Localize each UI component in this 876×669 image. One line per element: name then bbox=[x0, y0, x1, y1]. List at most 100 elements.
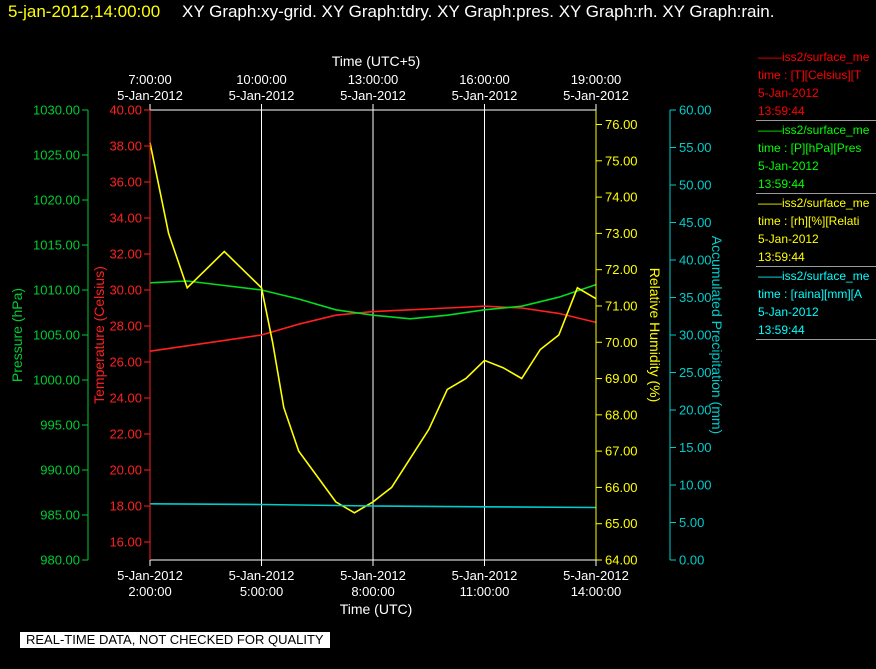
y-tick-label-rain: 20.00 bbox=[679, 403, 712, 418]
y-tick-label-pres: 980.00 bbox=[40, 553, 80, 568]
x-tick-label-time-top: 16:00:00 bbox=[459, 72, 510, 87]
legend-time: 13:59:44 bbox=[758, 250, 805, 264]
y-tick-label-temp: 18.00 bbox=[109, 499, 142, 514]
x-tick-label-date-top: 5-Jan-2012 bbox=[452, 88, 518, 103]
plot-area bbox=[149, 109, 597, 561]
y-tick-label-rh: 67.00 bbox=[605, 444, 638, 459]
legend-source: ——iss2/surface_me bbox=[758, 123, 870, 137]
legend-date: 5-Jan-2012 bbox=[758, 159, 819, 173]
y-tick-label-pres: 995.00 bbox=[40, 418, 80, 433]
legend-swatch: —— bbox=[758, 50, 782, 64]
x-tick-label-date-top: 5-Jan-2012 bbox=[117, 88, 183, 103]
x-tick-label-time-top: 19:00:00 bbox=[571, 72, 622, 87]
x-tick-label-date: 5-Jan-2012 bbox=[452, 568, 518, 583]
y-tick-label-rain: 15.00 bbox=[679, 440, 712, 455]
legend-variable: time : [T][Celsius][T bbox=[758, 68, 862, 82]
timestamp: 5-jan-2012,14:00:00 bbox=[8, 2, 161, 21]
y-tick-label-rain: 5.00 bbox=[679, 515, 704, 530]
y-tick-label-rain: 35.00 bbox=[679, 290, 712, 305]
x-tick-label-date: 5-Jan-2012 bbox=[117, 568, 183, 583]
legend-source: ——iss2/surface_me bbox=[758, 196, 870, 210]
x-tick-label-date-top: 5-Jan-2012 bbox=[563, 88, 629, 103]
y-tick-label-temp: 30.00 bbox=[109, 283, 142, 298]
x-tick-label-time-top: 10:00:00 bbox=[236, 72, 287, 87]
y-tick-label-rain: 60.00 bbox=[679, 103, 712, 118]
y-tick-label-temp: 28.00 bbox=[109, 319, 142, 334]
legend-time: 13:59:44 bbox=[758, 177, 805, 191]
y-axis-label-pres: Pressure (hPa) bbox=[9, 288, 25, 382]
x-axis-label-bottom: Time (UTC) bbox=[340, 601, 413, 617]
y-tick-label-rh: 69.00 bbox=[605, 371, 638, 386]
y-tick-label-rh: 70.00 bbox=[605, 335, 638, 350]
legend-entry-humidity: ——iss2/surface_me time : [rh][%][Relati … bbox=[756, 194, 876, 267]
legend-date: 5-Jan-2012 bbox=[758, 232, 819, 246]
y-tick-label-temp: 20.00 bbox=[109, 463, 142, 478]
y-tick-label-temp: 40.00 bbox=[109, 103, 142, 118]
x-tick-label-time: 2:00:00 bbox=[128, 584, 171, 599]
y-tick-label-pres: 1000.00 bbox=[33, 373, 80, 388]
legend-variable: time : [P][hPa][Pres bbox=[758, 141, 862, 155]
series-line-pres bbox=[149, 280, 597, 320]
y-tick-label-rain: 0.00 bbox=[679, 553, 704, 568]
y-tick-label-rain: 10.00 bbox=[679, 478, 712, 493]
series-layer bbox=[149, 142, 597, 514]
xy-graph: 5-Jan-20122:00:005-Jan-20125:00:005-Jan-… bbox=[9, 53, 725, 617]
y-axis-label-rain: Accumulated Precipitation (mm) bbox=[709, 236, 725, 434]
y-tick-label-rain: 50.00 bbox=[679, 178, 712, 193]
y-axis-label-rh: Relative Humidity (%) bbox=[647, 268, 663, 403]
series-line-rain bbox=[149, 503, 597, 509]
x-tick-label-time: 5:00:00 bbox=[240, 584, 283, 599]
y-tick-label-temp: 34.00 bbox=[109, 211, 142, 226]
x-tick-label-time-top: 7:00:00 bbox=[128, 72, 171, 87]
legend-time: 13:59:44 bbox=[758, 323, 805, 337]
legend-swatch: —— bbox=[758, 123, 782, 137]
y-tick-label-rh: 71.00 bbox=[605, 298, 638, 313]
legend-swatch: —— bbox=[758, 196, 782, 210]
y-tick-label-pres: 1015.00 bbox=[33, 238, 80, 253]
y-tick-label-rh: 68.00 bbox=[605, 407, 638, 422]
legend-variable: time : [rh][%][Relati bbox=[758, 214, 860, 228]
series-line-rh bbox=[149, 142, 597, 514]
header-bar: 5-jan-2012,14:00:00 XY Graph:xy-grid. XY… bbox=[0, 0, 876, 24]
legend-time: 13:59:44 bbox=[758, 104, 805, 118]
y-tick-label-temp: 22.00 bbox=[109, 427, 142, 442]
legend-variable: time : [raina][mm][A bbox=[758, 287, 863, 301]
y-tick-label-temp: 38.00 bbox=[109, 139, 142, 154]
y-tick-label-rain: 45.00 bbox=[679, 215, 712, 230]
y-tick-label-pres: 1005.00 bbox=[33, 328, 80, 343]
y-tick-label-temp: 26.00 bbox=[109, 355, 142, 370]
y-tick-label-rh: 64.00 bbox=[605, 553, 638, 568]
axes-layer: 5-Jan-20122:00:005-Jan-20125:00:005-Jan-… bbox=[9, 72, 725, 599]
y-tick-label-rh: 65.00 bbox=[605, 516, 638, 531]
y-axis-label-temp: Temperature (Celsius) bbox=[91, 266, 107, 404]
x-tick-label-date: 5-Jan-2012 bbox=[563, 568, 629, 583]
y-tick-label-rain: 55.00 bbox=[679, 140, 712, 155]
legend-date: 5-Jan-2012 bbox=[758, 305, 819, 319]
y-tick-label-rain: 30.00 bbox=[679, 328, 712, 343]
y-tick-label-pres: 985.00 bbox=[40, 508, 80, 523]
y-tick-label-rh: 74.00 bbox=[605, 190, 638, 205]
legend-source: ——iss2/surface_me bbox=[758, 269, 870, 283]
x-tick-label-time-top: 13:00:00 bbox=[348, 72, 399, 87]
y-tick-label-pres: 1020.00 bbox=[33, 193, 80, 208]
legend-swatch: —— bbox=[758, 269, 782, 283]
y-tick-label-rh: 76.00 bbox=[605, 117, 638, 132]
y-tick-label-temp: 32.00 bbox=[109, 247, 142, 262]
legend-source: ——iss2/surface_me bbox=[758, 50, 870, 64]
x-tick-label-date: 5-Jan-2012 bbox=[340, 568, 406, 583]
legend: ——iss2/surface_me time : [T][Celsius][T … bbox=[756, 48, 876, 340]
legend-entry-precipitation: ——iss2/surface_me time : [raina][mm][A 5… bbox=[756, 267, 876, 340]
quality-warning: REAL-TIME DATA, NOT CHECKED FOR QUALITY bbox=[20, 632, 330, 648]
legend-entry-temperature: ——iss2/surface_me time : [T][Celsius][T … bbox=[756, 48, 876, 121]
x-axis-label-top: Time (UTC+5) bbox=[332, 53, 421, 69]
y-tick-label-rh: 75.00 bbox=[605, 153, 638, 168]
x-tick-label-time: 14:00:00 bbox=[571, 584, 622, 599]
y-tick-label-pres: 1025.00 bbox=[33, 148, 80, 163]
x-tick-label-date-top: 5-Jan-2012 bbox=[229, 88, 295, 103]
graph-titles: XY Graph:xy-grid. XY Graph:tdry. XY Grap… bbox=[182, 2, 775, 21]
x-tick-label-time: 11:00:00 bbox=[460, 584, 510, 599]
x-tick-label-time: 8:00:00 bbox=[351, 584, 394, 599]
y-tick-label-rh: 73.00 bbox=[605, 226, 638, 241]
y-tick-label-rain: 40.00 bbox=[679, 253, 712, 268]
y-tick-label-rh: 72.00 bbox=[605, 262, 638, 277]
